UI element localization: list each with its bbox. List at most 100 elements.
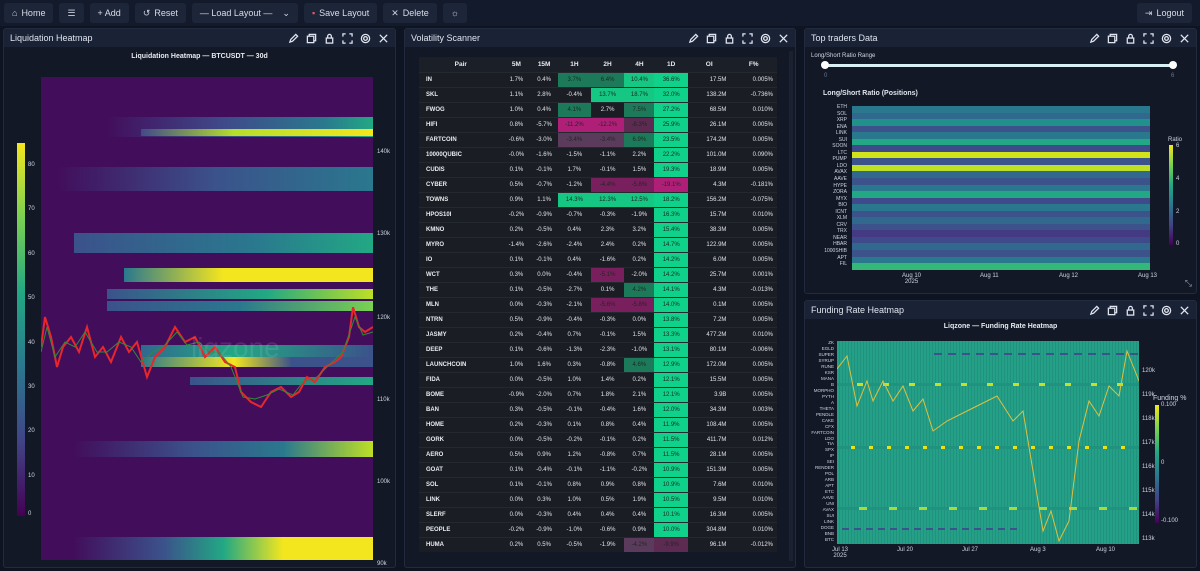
home-button[interactable]: ⌂ Home [4, 3, 54, 23]
table-row[interactable]: HOME 0.2% -0.3% 0.1% 0.8% 0.4% 11.9% 108.4M 0.00… [419, 416, 777, 432]
fullscreen-icon[interactable] [1143, 304, 1154, 316]
ratio-heatmap[interactable] [852, 106, 1150, 270]
column-header-4h[interactable]: 4H [624, 57, 655, 72]
table-scrollbar[interactable] [789, 51, 793, 561]
table-row[interactable]: BOME -0.9% -2.0% 0.7% 1.8% 2.1% 12.1% 3.9B 0.005… [419, 386, 777, 402]
table-row[interactable]: LINK 0.0% 0.3% 1.0% 0.5% 1.9% 10.5% 9.5M 0.010% [419, 491, 777, 507]
column-header-1h[interactable]: 1H [558, 57, 591, 72]
save-icon: ▪ [311, 8, 316, 18]
duplicate-icon[interactable] [706, 33, 717, 44]
change-cell-5m: 0.2% [502, 416, 531, 432]
heatmap-area[interactable]: liqzone [41, 77, 373, 560]
panel-header[interactable]: Volatility Scanner [405, 29, 795, 47]
duplicate-icon[interactable] [306, 33, 317, 44]
menu-button[interactable]: ☰ [59, 3, 84, 23]
symbol-label: XRP [836, 117, 847, 124]
edit-icon[interactable] [688, 32, 699, 44]
lock-icon[interactable] [724, 33, 735, 44]
column-header-f[interactable]: F% [730, 57, 777, 72]
gear-icon[interactable] [1161, 33, 1172, 44]
table-row[interactable]: CYBER 0.5% -0.7% -1.2% -4.4% -5.8% -19.1% 4.3M -… [419, 176, 777, 192]
change-cell-4h: 1.9% [624, 491, 655, 507]
panel-header[interactable]: Top traders Data [805, 29, 1196, 47]
change-cell-4h: -4.2% [624, 536, 655, 552]
column-header-5m[interactable]: 5M [502, 57, 531, 72]
table-row[interactable]: IN 1.7% 0.4% 3.7% 6.4% 10.4% 36.6% 17.5M 0.005% [419, 71, 777, 87]
slider-handle-max[interactable] [1169, 61, 1177, 69]
column-header-1d[interactable]: 1D [654, 57, 688, 72]
table-row[interactable]: WCT 0.3% 0.0% -0.4% -5.1% -2.0% 14.2% 25.7M 0.00… [419, 266, 777, 282]
gear-icon[interactable] [1161, 305, 1172, 316]
table-row[interactable]: JASMY 0.2% -0.4% 0.7% -0.1% 1.5% 13.3% 477.2M 0.… [419, 326, 777, 342]
duplicate-icon[interactable] [1107, 305, 1118, 316]
column-header-2h[interactable]: 2H [590, 57, 625, 72]
table-row[interactable]: FARTCOIN -0.6% -3.0% -3.4% -3.4% 6.9% 23.5% 174… [419, 131, 777, 147]
reset-button[interactable]: ↺ Reset [134, 3, 186, 23]
symbol-label: SOON [832, 143, 847, 150]
theme-toggle-button[interactable]: ☼ [442, 3, 468, 23]
change-cell-15m: -0.1% [530, 476, 558, 492]
heatmap-row [852, 164, 1150, 172]
symbol-label: ICNT [835, 208, 847, 215]
close-icon[interactable] [378, 33, 389, 44]
table-row[interactable]: HUMA 0.2% 0.5% -0.5% -1.9% -4.2% -9.9% 96.1M -0.… [419, 536, 777, 552]
table-row[interactable]: LAUNCHCOIN 1.0% 1.6% 0.3% -0.8% 4.6% 12.9% 172.… [419, 356, 777, 372]
table-row[interactable]: SOL 0.1% -0.1% 0.8% 0.9% 0.8% 10.9% 7.6M 0.010% [419, 476, 777, 492]
fullscreen-icon[interactable] [1143, 32, 1154, 44]
load-layout-select[interactable]: — Load Layout — ⌄ [191, 3, 298, 23]
table-row[interactable]: GORK 0.0% -0.5% -0.2% -0.1% 0.2% 11.5% 411.7M 0.… [419, 431, 777, 447]
edit-icon[interactable] [1089, 304, 1100, 316]
gear-icon[interactable] [360, 33, 371, 44]
panel-header[interactable]: Liquidation Heatmap [4, 29, 395, 47]
fullscreen-icon[interactable] [342, 32, 353, 44]
resize-handle-icon[interactable]: ⤡ [1184, 278, 1192, 288]
table-row[interactable]: SKL 1.1% 2.8% -0.4% 13.7% 18.7% 32.0% 138.2M -0.… [419, 86, 777, 102]
lock-icon[interactable] [1125, 305, 1136, 316]
table-row[interactable]: 10000QUBIC -0.0% -1.6% -1.5% -1.1% 2.2% 22.2% 1… [419, 146, 777, 162]
lock-icon[interactable] [324, 33, 335, 44]
table-row[interactable]: SLERF 0.0% -0.3% 0.4% 0.4% 0.4% 10.1% 16.3M 0.00… [419, 506, 777, 522]
column-header-pair[interactable]: Pair [419, 57, 503, 72]
column-header-15m[interactable]: 15M [530, 57, 558, 72]
logout-button[interactable]: ⇥ Logout [1136, 3, 1192, 23]
panel-header[interactable]: Funding Rate Heatmap [805, 301, 1196, 319]
price-candles [41, 307, 373, 409]
duplicate-icon[interactable] [1107, 33, 1118, 44]
table-row[interactable]: MLN 0.0% -0.3% -2.1% -5.6% -5.8% 14.0% 0.1M 0.00… [419, 296, 777, 312]
table-row[interactable]: THE 0.1% -0.5% -2.7% 0.1% 4.2% 14.1% 4.3M -0.013… [419, 281, 777, 297]
table-row[interactable]: DEEP 0.1% -0.6% -1.3% -2.3% -1.0% 13.1% 80.1M -0… [419, 341, 777, 357]
table-row[interactable]: KMNO 0.2% -0.5% 0.4% 2.3% 3.2% 15.4% 38.3M 0.005… [419, 221, 777, 237]
table-row[interactable]: FWOG 1.0% 0.4% 4.1% 2.7% 7.5% 27.2% 68.5M 0.010% [419, 101, 777, 117]
table-row[interactable]: HIFI 0.8% -5.7% -11.2% -12.2% -8.3% 25.9% 26.1M… [419, 116, 777, 132]
add-button[interactable]: + Add [89, 3, 129, 23]
close-icon[interactable] [1179, 33, 1190, 44]
table-row[interactable]: AERO 0.5% 0.9% 1.2% -0.8% 0.7% 11.5% 28.1M 0.005… [419, 446, 777, 462]
table-row[interactable]: MYRO -1.4% -2.6% -2.4% 2.4% 0.2% 14.7% 122.9M 0.… [419, 236, 777, 252]
change-cell-1d: 13.3% [654, 326, 688, 342]
ratio-range-slider[interactable] [821, 61, 1177, 69]
table-row[interactable]: BAN 0.3% -0.5% -0.1% -0.4% 1.6% 12.0% 34.3M 0.00… [419, 401, 777, 417]
lock-icon[interactable] [1125, 33, 1136, 44]
table-row[interactable]: GOAT 0.1% -0.4% -0.1% -1.1% -0.2% 10.9% 151.3M 0… [419, 461, 777, 477]
gear-icon[interactable] [760, 33, 771, 44]
table-row[interactable]: FIDA 0.0% -0.5% 1.0% 1.4% 0.2% 12.1% 15.5M 0.005… [419, 371, 777, 387]
fullscreen-icon[interactable] [742, 32, 753, 44]
change-cell-1d: 11.5% [654, 431, 688, 447]
close-icon[interactable] [778, 33, 789, 44]
change-cell-2h: -1.9% [590, 536, 625, 552]
table-row[interactable]: HPOS10I -0.2% -0.9% -0.7% -0.3% -1.9% 16.3% 15.… [419, 206, 777, 222]
table-row[interactable]: PEOPLE -0.2% -0.9% -1.0% -0.6% 0.9% 10.0% 304.8… [419, 521, 777, 537]
table-row[interactable]: TOWNS 0.9% 1.1% 14.3% 12.3% 12.5% 18.2% 156.2M -… [419, 191, 777, 207]
watermark: liqzone [191, 332, 280, 363]
table-row[interactable]: CUDIS 0.1% -0.1% 1.7% -0.1% 1.5% 19.3% 18.9M 0.0… [419, 161, 777, 177]
edit-icon[interactable] [288, 32, 299, 44]
table-row[interactable]: IO 0.1% -0.1% 0.4% -1.6% 0.2% 14.2% 6.0M 0.005% [419, 251, 777, 267]
table-row[interactable]: NTRN 0.5% -0.9% -0.4% -0.3% 0.0% 13.8% 7.2M 0.00… [419, 311, 777, 327]
funding-heatmap[interactable] [837, 341, 1139, 544]
column-header-oi[interactable]: OI [688, 57, 731, 72]
save-layout-button[interactable]: ▪ Save Layout [303, 3, 378, 23]
slider-handle-min[interactable] [821, 61, 829, 69]
edit-icon[interactable] [1089, 32, 1100, 44]
close-icon[interactable] [1179, 305, 1190, 316]
delete-button[interactable]: ✕ Delete [383, 3, 437, 23]
